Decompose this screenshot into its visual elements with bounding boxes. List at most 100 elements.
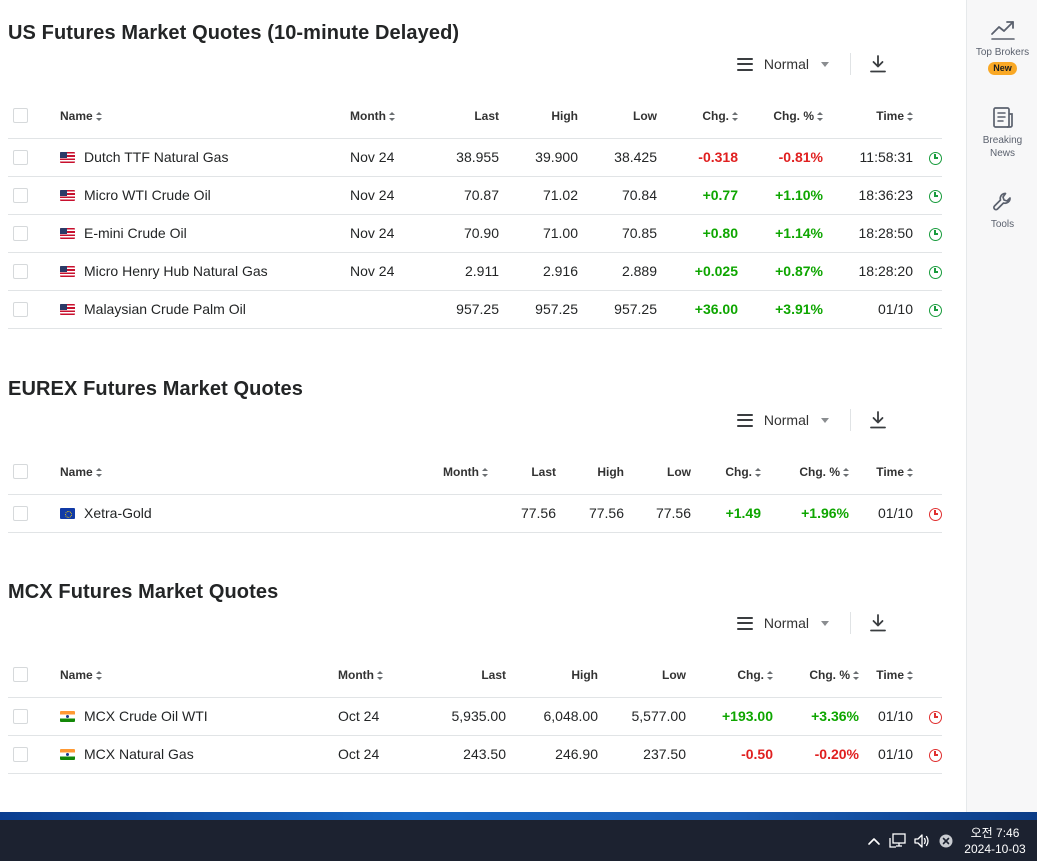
row-checkbox[interactable] [13,226,28,242]
column-header-month[interactable]: Month [424,450,488,495]
row-checkbox[interactable] [13,302,28,318]
select-all-checkbox[interactable] [13,464,28,480]
column-header-low[interactable]: Low [578,94,657,139]
row-checkbox[interactable] [13,709,28,725]
view-select[interactable]: Normal [763,56,809,72]
volume-icon[interactable] [911,820,933,861]
row-checkbox[interactable] [13,506,28,522]
quotes-table-us: Name Month Last High Low Chg. Chg. % Tim… [8,94,942,329]
section-title-eurex: EUREX Futures Market Quotes [8,378,303,400]
table-row[interactable]: Xetra-Gold 77.56 77.56 77.56 +1.49 +1.96… [8,494,942,533]
column-header-last[interactable]: Last [410,653,506,698]
table-row[interactable]: E-mini Crude Oil Nov 24 70.90 71.00 70.8… [8,214,942,253]
low-cell: 38.425 [578,138,657,177]
time-cell: 18:36:23 [823,176,913,215]
low-cell: 957.25 [578,290,657,329]
row-checkbox[interactable] [13,188,28,204]
table-row[interactable]: Malaysian Crude Palm Oil 957.25 957.25 9… [8,290,942,329]
column-header-time[interactable]: Time [849,450,913,495]
column-header-last[interactable]: Last [420,94,499,139]
download-icon[interactable] [870,614,886,632]
us-flag-icon [60,303,75,315]
column-header-chg-pct[interactable]: Chg. % [773,653,859,698]
table-row[interactable]: Micro Henry Hub Natural Gas Nov 24 2.911… [8,252,942,291]
column-header-time[interactable]: Time [859,653,913,698]
sort-icon [843,468,849,478]
download-icon[interactable] [870,411,886,429]
download-icon[interactable] [870,55,886,73]
column-header-last[interactable]: Last [488,450,556,495]
instrument-name-link[interactable]: MCX Crude Oil WTI [84,708,208,724]
view-select[interactable]: Normal [763,412,809,428]
column-header-high[interactable]: High [506,653,598,698]
row-checkbox[interactable] [13,747,28,763]
column-header-name[interactable]: Name [60,94,350,139]
column-header-low[interactable]: Low [624,450,691,495]
sidebar-item-tools[interactable]: Tools [967,190,1037,231]
column-header-high[interactable]: High [499,94,578,139]
change-pct-cell: +1.10% [738,176,823,215]
table-row[interactable]: MCX Crude Oil WTI Oct 24 5,935.00 6,048.… [8,697,942,736]
column-header-chg[interactable]: Chg. [657,94,738,139]
high-cell: 2.916 [499,252,578,291]
clock-time: 오전 7:46 [970,825,1020,840]
table-row[interactable]: MCX Natural Gas Oct 24 243.50 246.90 237… [8,735,942,774]
menu-icon[interactable] [736,616,753,630]
clock-closed-icon [929,507,942,521]
column-header-low[interactable]: Low [598,653,686,698]
row-checkbox[interactable] [13,264,28,280]
column-header-time[interactable]: Time [823,94,913,139]
column-header-name[interactable]: Name [60,653,338,698]
close-circle-icon[interactable] [935,820,957,861]
instrument-name-link[interactable]: MCX Natural Gas [84,746,194,762]
select-all-checkbox[interactable] [13,667,28,683]
chevron-down-icon[interactable] [821,417,829,423]
system-tray: 오전 7:46 2024-10-03 [863,820,1037,861]
sidebar-item-top-brokers[interactable]: Top Brokers New [967,16,1037,75]
clock-closed-icon [929,748,942,762]
sort-icon [907,671,913,681]
change-cell: +1.49 [691,494,761,533]
column-header-chg-pct[interactable]: Chg. % [761,450,849,495]
sort-icon [482,468,488,478]
column-header-month[interactable]: Month [338,653,410,698]
change-pct-cell: +3.91% [738,290,823,329]
instrument-name-link[interactable]: Micro Henry Hub Natural Gas [84,263,268,279]
column-header-month[interactable]: Month [350,94,420,139]
instrument-name-link[interactable]: Dutch TTF Natural Gas [84,149,229,165]
high-cell: 246.90 [506,735,598,774]
system-clock[interactable]: 오전 7:46 2024-10-03 [959,825,1037,857]
view-select[interactable]: Normal [763,615,809,631]
network-icon[interactable] [887,820,909,861]
sort-icon [388,112,395,122]
column-header-name[interactable]: Name [60,450,424,495]
sort-icon [755,468,761,478]
low-cell: 77.56 [624,494,691,533]
table-row[interactable]: Micro WTI Crude Oil Nov 24 70.87 71.02 7… [8,176,942,215]
select-all-checkbox[interactable] [13,108,28,124]
high-cell: 71.02 [499,176,578,215]
table-row[interactable]: Dutch TTF Natural Gas Nov 24 38.955 39.9… [8,138,942,177]
instrument-name-link[interactable]: Micro WTI Crude Oil [84,187,211,203]
instrument-name-link[interactable]: Xetra-Gold [84,505,152,521]
chevron-up-icon[interactable] [863,820,885,861]
view-control-mcx: Normal [736,609,886,637]
instrument-name-link[interactable]: Malaysian Crude Palm Oil [84,301,246,317]
sort-icon [732,112,738,122]
column-header-chg-pct[interactable]: Chg. % [738,94,823,139]
news-icon [992,107,1013,128]
sidebar-item-breaking-news[interactable]: Breaking News [967,106,1037,160]
chevron-down-icon[interactable] [821,61,829,67]
column-header-chg[interactable]: Chg. [691,450,761,495]
time-cell: 01/10 [849,494,913,533]
change-cell: +36.00 [657,290,738,329]
sidebar-item-label: Breaking News [982,135,1023,159]
column-header-chg[interactable]: Chg. [686,653,773,698]
column-header-high[interactable]: High [556,450,624,495]
row-checkbox[interactable] [13,150,28,166]
instrument-name-link[interactable]: E-mini Crude Oil [84,225,187,241]
menu-icon[interactable] [736,413,753,427]
chevron-down-icon[interactable] [821,620,829,626]
menu-icon[interactable] [736,57,753,71]
sort-icon [376,671,383,681]
